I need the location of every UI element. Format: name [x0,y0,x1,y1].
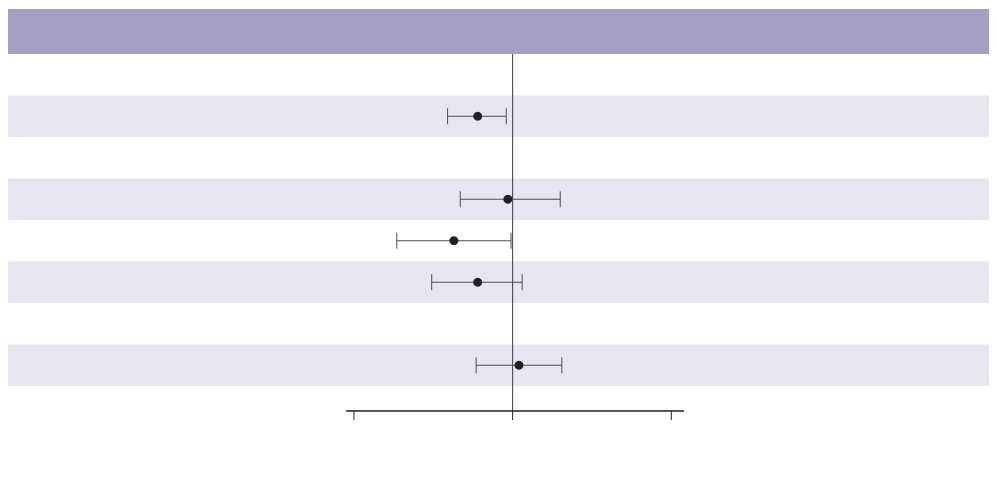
estimate-point-4 [449,236,459,246]
header-band [8,9,989,54]
x-axis [346,410,684,420]
estimate-marks [396,108,563,374]
estimate-point-1 [473,111,483,121]
estimate-point-7 [514,360,524,370]
estimate-point-3 [503,194,513,204]
estimate-point-5 [473,277,483,287]
